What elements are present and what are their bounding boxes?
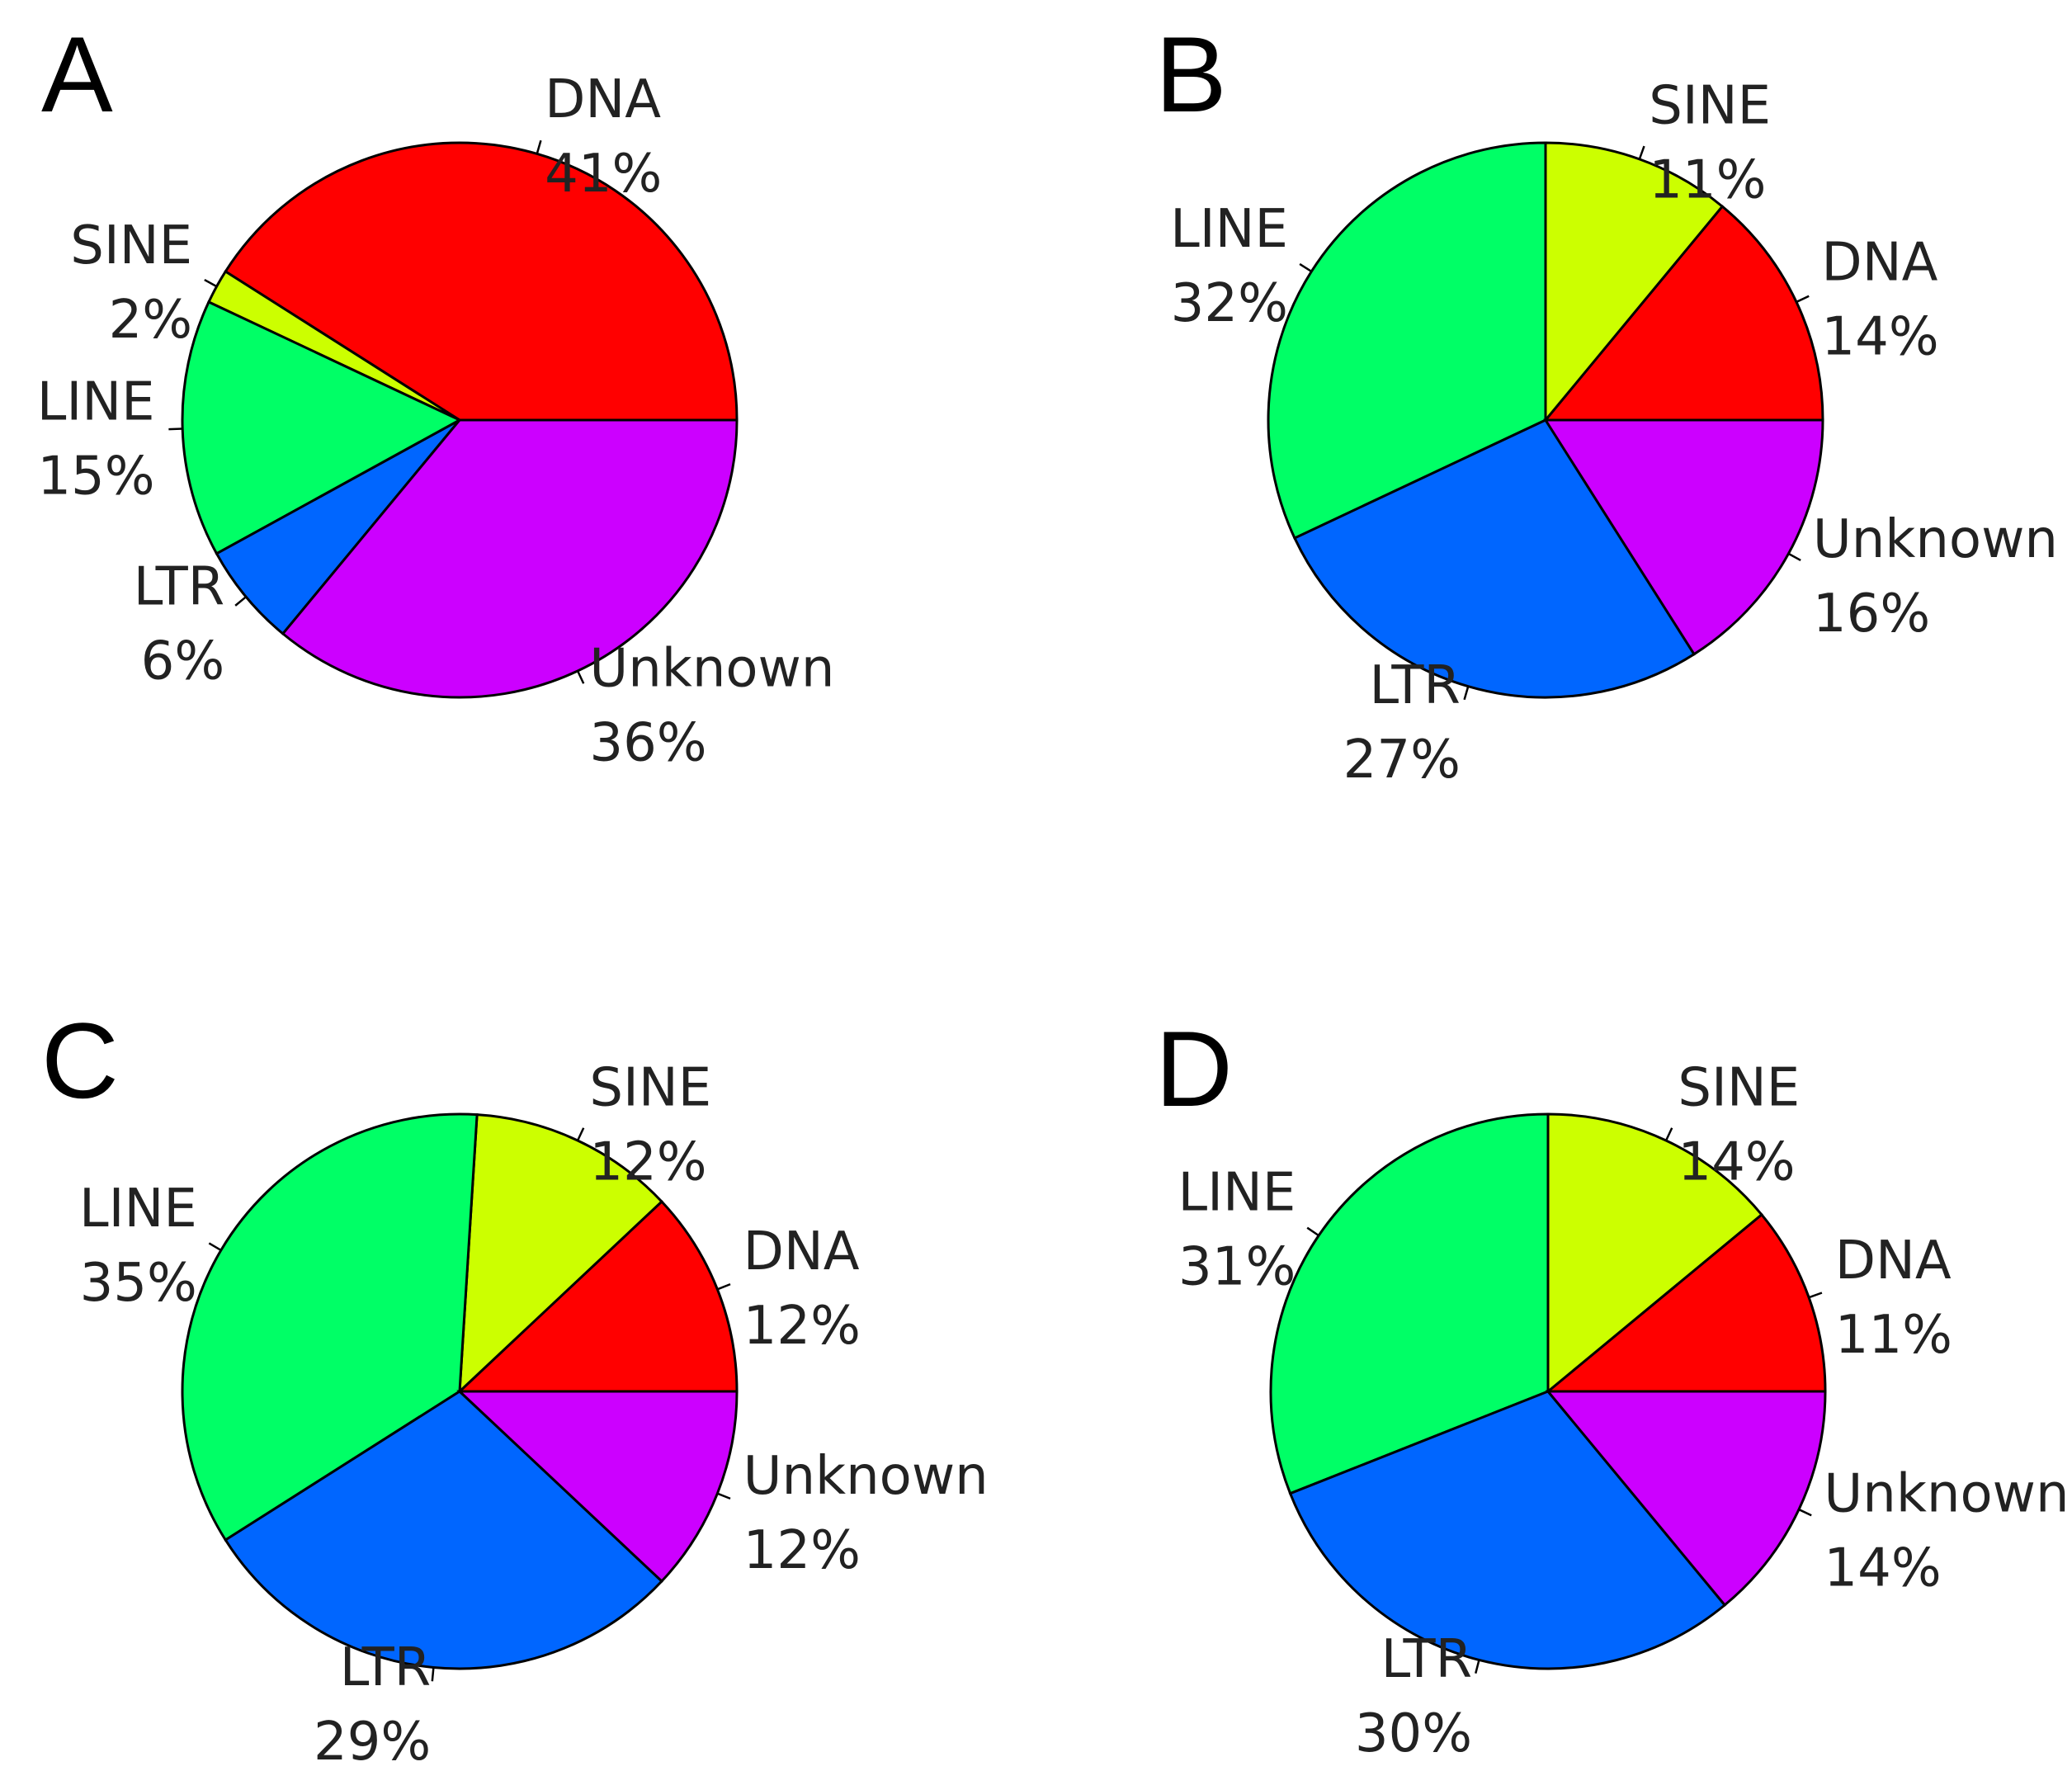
pie-slice (224, 141, 739, 422)
slice-percent: 16% (1813, 583, 1930, 645)
label-tick (576, 1127, 585, 1141)
slice-label: LTR (1369, 655, 1460, 716)
slice-label: DNA (1821, 233, 1937, 294)
panel-label: D (1155, 1008, 1233, 1129)
slice-label: LTR (1381, 1629, 1472, 1690)
label-tick (208, 1242, 222, 1252)
label-tick (1798, 1508, 1812, 1517)
slice-percent: 11% (1835, 1305, 1952, 1366)
pie-slice (181, 1112, 479, 1542)
pie-slice (1545, 1390, 1827, 1608)
slice-label: Unknown (589, 638, 834, 699)
label-tick (716, 1492, 731, 1500)
pie-slice (1267, 141, 1547, 541)
slice-percent: 12% (743, 1296, 861, 1357)
pie-chart: B DNA 14% SINE 11% LINE 32% LTR 27% Unknown 16% (1155, 14, 2058, 791)
slice-percent: 12% (743, 1520, 861, 1581)
label-tick (1306, 1226, 1319, 1237)
slice-label: SINE (70, 215, 192, 276)
slice-percent: 6% (141, 631, 225, 692)
pie-slice (456, 1390, 739, 1584)
slice-label: LTR (340, 1637, 431, 1698)
label-tick (168, 427, 183, 431)
panel-label: B (1155, 14, 1227, 135)
slice-label: DNA (743, 1221, 860, 1282)
slice-label: Unknown (743, 1446, 989, 1507)
slice-label: LINE (1170, 199, 1288, 260)
pie-slice (458, 1113, 664, 1395)
pie-slice (281, 418, 739, 699)
slice-percent: 11% (1649, 149, 1766, 210)
pie-slice (1292, 418, 1697, 699)
slice-label: SINE (589, 1058, 711, 1119)
pie-slice (1544, 1212, 1827, 1393)
label-tick (204, 278, 218, 288)
label-tick (1463, 686, 1470, 701)
pie-slice (1546, 1112, 1764, 1395)
slice-label: SINE (1649, 75, 1771, 136)
slice-percent: 2% (109, 290, 193, 351)
slice-percent: 15% (37, 446, 154, 508)
pie-slice (1544, 141, 1725, 424)
label-tick (431, 1667, 435, 1682)
pie-slice (215, 418, 461, 636)
pie-slice (1543, 418, 1824, 656)
pie-slice (456, 1199, 739, 1393)
pie-chart: D DNA 11% SINE 14% LINE 31% LTR 30% Unknown 14% (1155, 1008, 2070, 1764)
pie-slice (1542, 204, 1824, 422)
slice-label: LINE (79, 1178, 197, 1240)
label-tick (1299, 262, 1312, 273)
slice-percent: 14% (1824, 1537, 1941, 1599)
panel-label: A (41, 14, 113, 135)
label-tick (1664, 1127, 1673, 1141)
slice-percent: 27% (1343, 730, 1461, 791)
label-tick (1638, 145, 1645, 160)
slice-percent: 29% (314, 1712, 431, 1773)
label-tick (1796, 295, 1810, 304)
slice-percent: 35% (80, 1253, 197, 1314)
slice-label: LINE (37, 372, 155, 433)
label-tick (576, 670, 585, 684)
slice-percent: 36% (589, 712, 706, 773)
slice-label: DNA (1835, 1230, 1952, 1292)
label-tick (716, 1282, 731, 1291)
label-tick (234, 596, 247, 607)
label-tick (1475, 1660, 1480, 1674)
slice-percent: 31% (1178, 1236, 1296, 1297)
slice-label: Unknown (1824, 1463, 2069, 1524)
pie-slice (181, 300, 463, 555)
label-tick (1787, 552, 1801, 562)
slice-percent: 30% (1355, 1703, 1472, 1764)
slice-percent: 14% (1821, 307, 1938, 368)
pie-slice (1288, 1390, 1727, 1670)
slice-label: DNA (545, 69, 661, 130)
label-tick (536, 139, 542, 154)
pie-chart: C DNA 12% SINE 12% LINE 35% LTR 29% Unknown 12% (41, 1000, 989, 1773)
slice-percent: 41% (545, 144, 662, 205)
panel-label: C (41, 1000, 119, 1121)
slice-label: SINE (1678, 1058, 1800, 1119)
slice-label: Unknown (1813, 509, 2058, 570)
slice-percent: 12% (589, 1132, 706, 1193)
slice-label: LINE (1178, 1162, 1296, 1223)
pie-slice (224, 1390, 664, 1670)
slice-percent: 14% (1678, 1132, 1795, 1193)
slice-label: LTR (134, 557, 224, 618)
label-tick (1808, 1292, 1823, 1299)
pie-chart: A DNA 41% SINE 2% LINE 15% LTR 6% Unknown 36% (37, 14, 835, 773)
pie-slice (1269, 1112, 1550, 1495)
slice-percent: 32% (1171, 273, 1288, 334)
